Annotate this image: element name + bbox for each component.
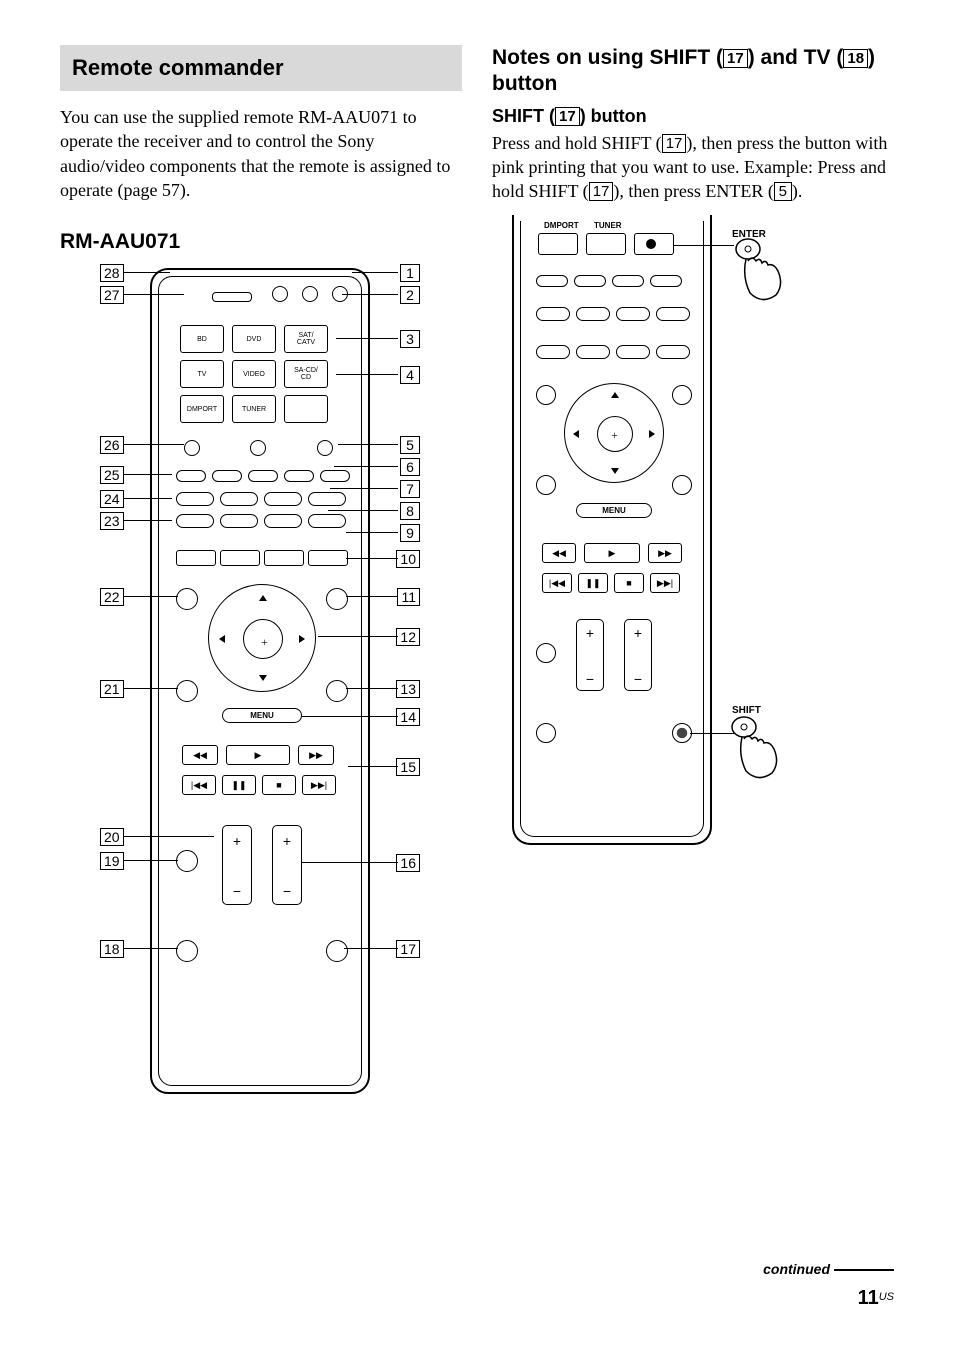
left-column: Remote commander You can use the supplie… — [60, 45, 462, 1098]
right-column: Notes on using SHIFT (17) and TV (18) bu… — [492, 45, 894, 1098]
callout-25: 25 — [100, 466, 124, 484]
callout-23: 23 — [100, 512, 124, 530]
remote-diagram-right: DMPORT TUNER — [512, 215, 892, 855]
dvd-button: DVD — [232, 325, 276, 353]
tv-button: TV — [180, 360, 224, 388]
callout-5: 5 — [400, 436, 420, 454]
callout-27: 27 — [100, 286, 124, 304]
callout-10: 10 — [396, 550, 420, 568]
callout-24: 24 — [100, 490, 124, 508]
callout-19: 19 — [100, 852, 124, 870]
hand-icon — [732, 237, 792, 307]
callout-21: 21 — [100, 680, 124, 698]
callout-7: 7 — [400, 480, 420, 498]
sacd-button: SA-CD/ CD — [284, 360, 328, 388]
intro-paragraph: You can use the supplied remote RM-AAU07… — [60, 105, 462, 202]
notes-heading: Notes on using SHIFT (17) and TV (18) bu… — [492, 45, 894, 98]
page-number: 11US — [858, 1287, 894, 1310]
satcatv-button: SAT/ CATV — [284, 325, 328, 353]
dmport-label: DMPORT — [544, 221, 579, 230]
callout-6: 6 — [400, 458, 420, 476]
remote-outline: BD DVD SAT/ CATV TV VIDEO SA-CD/ CD DMPO… — [150, 268, 370, 1094]
page-footer: continued 11US — [60, 1287, 894, 1310]
tuner-button: TUNER — [232, 395, 276, 423]
callout-13: 13 — [396, 680, 420, 698]
remote-diagram-left: BD DVD SAT/ CATV TV VIDEO SA-CD/ CD DMPO… — [100, 268, 420, 1098]
callout-8: 8 — [400, 502, 420, 520]
callout-11: 11 — [397, 588, 420, 606]
hand-icon — [728, 715, 788, 785]
callout-18: 18 — [100, 940, 124, 958]
callout-12: 12 — [396, 628, 420, 646]
menu-pill-2: MENU — [576, 503, 652, 518]
shift-subheading: SHIFT (17) button — [492, 106, 894, 127]
tuner-label: TUNER — [594, 221, 622, 230]
callout-15: 15 — [396, 758, 420, 776]
menu-button: MENU — [222, 708, 302, 723]
dmport-button: DMPORT — [180, 395, 224, 423]
callout-22: 22 — [100, 588, 124, 606]
bd-button: BD — [180, 325, 224, 353]
callout-4: 4 — [400, 366, 420, 384]
section-title: Remote commander — [60, 45, 462, 91]
callout-26: 26 — [100, 436, 124, 454]
callout-20: 20 — [100, 828, 124, 846]
callout-16: 16 — [396, 854, 420, 872]
callout-14: 14 — [396, 708, 420, 726]
callout-9: 9 — [400, 524, 420, 542]
callout-28: 28 — [100, 264, 124, 282]
callout-1: 1 — [400, 264, 420, 282]
continued-label: continued — [763, 1261, 894, 1277]
callout-3: 3 — [400, 330, 420, 348]
shift-paragraph: Press and hold SHIFT (17), then press th… — [492, 131, 894, 204]
model-heading: RM-AAU071 — [60, 230, 462, 254]
callout-2: 2 — [400, 286, 420, 304]
two-column-layout: Remote commander You can use the supplie… — [60, 45, 894, 1098]
video-button: VIDEO — [232, 360, 276, 388]
callout-17: 17 — [396, 940, 420, 958]
